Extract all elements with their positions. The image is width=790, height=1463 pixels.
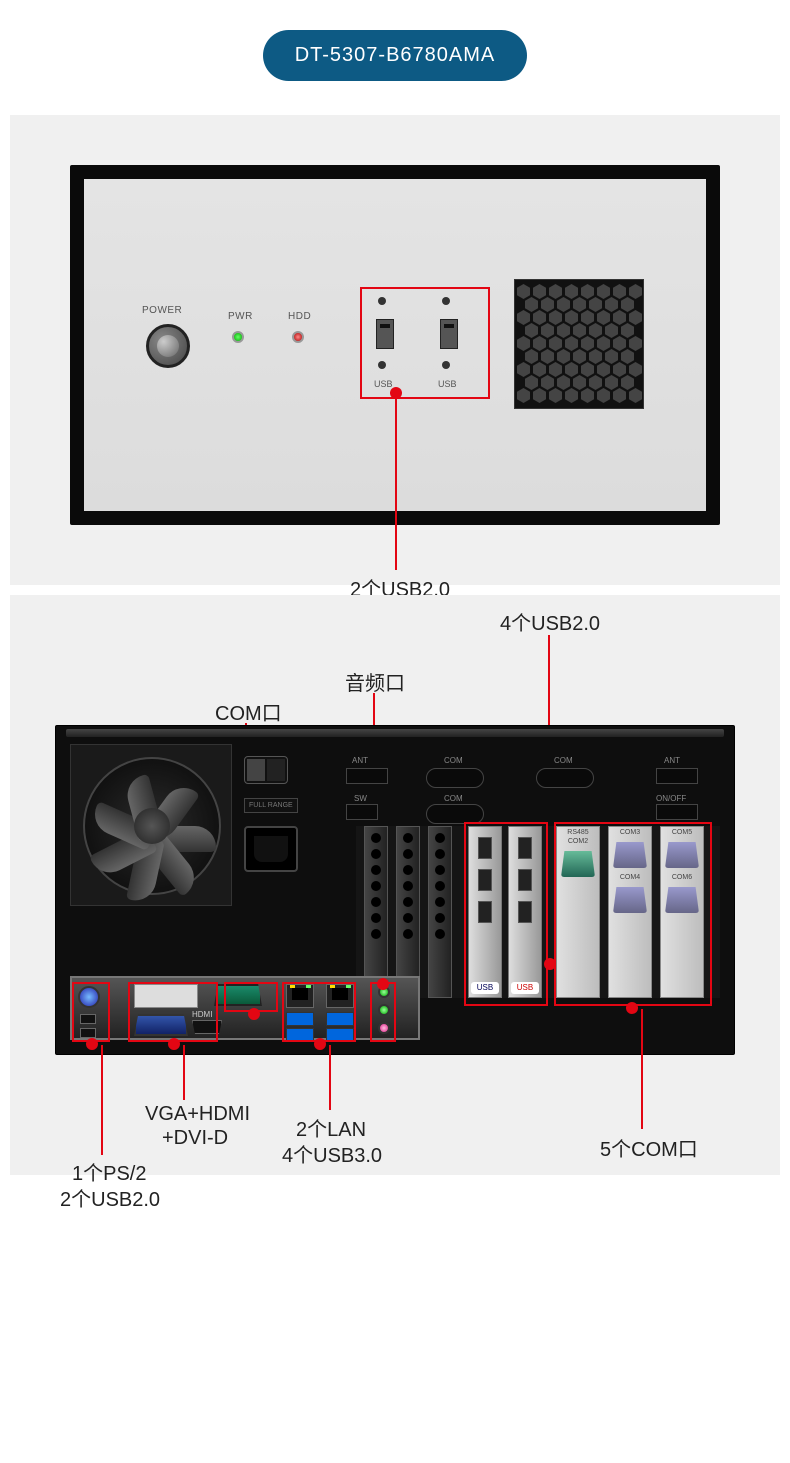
product-model-badge: DT-5307-B6780AMA [263,30,528,81]
hdd-led [292,331,304,343]
line-ps2 [101,1045,103,1155]
rear-callout-lan2: 4个USB3.0 [282,1139,382,1168]
dot-com5 [626,1002,638,1014]
hdmi-label: HDMI [192,1010,212,1019]
dot-com [248,1008,260,1020]
dot-ps2 [86,1038,98,1050]
ant-port-2[interactable] [656,768,698,784]
pwr-led-label: PWR [228,311,253,322]
com-port-t3[interactable] [426,804,484,824]
com-expansion-1[interactable]: RS485 COM2 [556,826,600,998]
line-lan [329,1045,331,1110]
power-label: POWER [142,305,182,316]
rear-callout-vga2: +DVI-D [162,1127,228,1150]
pci-slot-2 [396,826,420,998]
iec-power-socket[interactable] [244,826,298,872]
hdd-led-label: HDD [288,311,311,322]
psu-block [70,744,232,906]
com-port-t1[interactable] [426,768,484,788]
line-com5 [641,1009,643,1129]
front-usb-label-1: USB [374,379,393,389]
front-vent [514,279,644,409]
power-button[interactable] [146,324,190,368]
audio-jack-2[interactable] [378,1004,390,1016]
rear-panel: 4个USB2.0 音频口 COM口 FULL RANGE ANT CO [10,595,780,1175]
rear-callout-lan1: 2个LAN [296,1113,366,1142]
usb-expansion-1[interactable]: USB [468,826,502,998]
lbl-ant1: ANT [352,756,368,765]
expansion-slots: USB USB RS485 COM2 COM3 COM4 COM5 COM6 [356,826,720,998]
device-rear-chassis: FULL RANGE ANT COM COM ANT SW COM ON/OFF… [55,725,735,1055]
dvi-port[interactable] [134,984,198,1008]
dot-vga [168,1038,180,1050]
rear-callout-audio: 音频口 [345,667,405,696]
lbl-com-t1: COM [444,756,463,765]
audio-jack-3[interactable] [378,1022,390,1034]
rear-serial-port[interactable] [214,984,262,1006]
lbl-onoff: ON/OFF [656,794,686,803]
usb3-port-3[interactable] [286,1028,314,1042]
usb3-port-4[interactable] [326,1028,354,1042]
rear-callout-vga1: VGA+HDMI [145,1103,250,1126]
front-panel: POWER PWR HDD USB USB [10,115,780,585]
rear-usb2-a[interactable] [80,1014,96,1024]
front-usb-port-2[interactable] [440,319,458,349]
com-expansion-3[interactable]: COM5 COM6 [660,826,704,998]
title-bar: DT-5307-B6780AMA [0,0,790,105]
lan-port-1[interactable] [286,984,314,1008]
usb3-port-1[interactable] [286,1012,314,1026]
com-expansion-2[interactable]: COM3 COM4 [608,826,652,998]
psu-fan [83,757,221,895]
rear-callout-com5: 5个COM口 [600,1133,698,1162]
lbl-sw: SW [354,794,367,803]
psu-rocker-switch[interactable] [244,756,288,784]
ps2-port[interactable] [78,986,100,1008]
dot-lan [314,1038,326,1050]
lan-port-2[interactable] [326,984,354,1008]
io-shield: HDMI [70,976,420,1040]
rear-callout-ps2-2: 2个USB2.0 [60,1183,160,1212]
lbl-ant2: ANT [664,756,680,765]
pci-slot-3 [428,826,452,998]
dot-usb4 [544,958,556,970]
lbl-com-t2: COM [554,756,573,765]
rear-callout-ps2-1: 1个PS/2 [72,1157,146,1186]
rear-callout-usb4: 4个USB2.0 [500,607,600,636]
onoff-port[interactable] [656,804,698,820]
front-callout-line [395,395,397,570]
lbl-com-t3: COM [444,794,463,803]
usb3-port-2[interactable] [326,1012,354,1026]
front-usb-port-1[interactable] [376,319,394,349]
com-port-t2[interactable] [536,768,594,788]
hdmi-port[interactable] [192,1020,222,1034]
rear-callout-com: COM口 [215,697,282,726]
ant-port-1[interactable] [346,768,388,784]
usb-expansion-2[interactable]: USB [508,826,542,998]
rear-line-usb4-v [548,635,550,730]
dot-audio [377,978,389,990]
vga-port[interactable] [134,1014,188,1036]
line-vga [183,1045,185,1100]
sw-port[interactable] [346,804,378,820]
front-usb-highlight: USB USB [360,287,490,399]
pci-slot-1 [364,826,388,998]
rear-usb2-b[interactable] [80,1028,96,1038]
pwr-led [232,331,244,343]
full-range-label: FULL RANGE [244,798,298,813]
front-usb-label-2: USB [438,379,457,389]
